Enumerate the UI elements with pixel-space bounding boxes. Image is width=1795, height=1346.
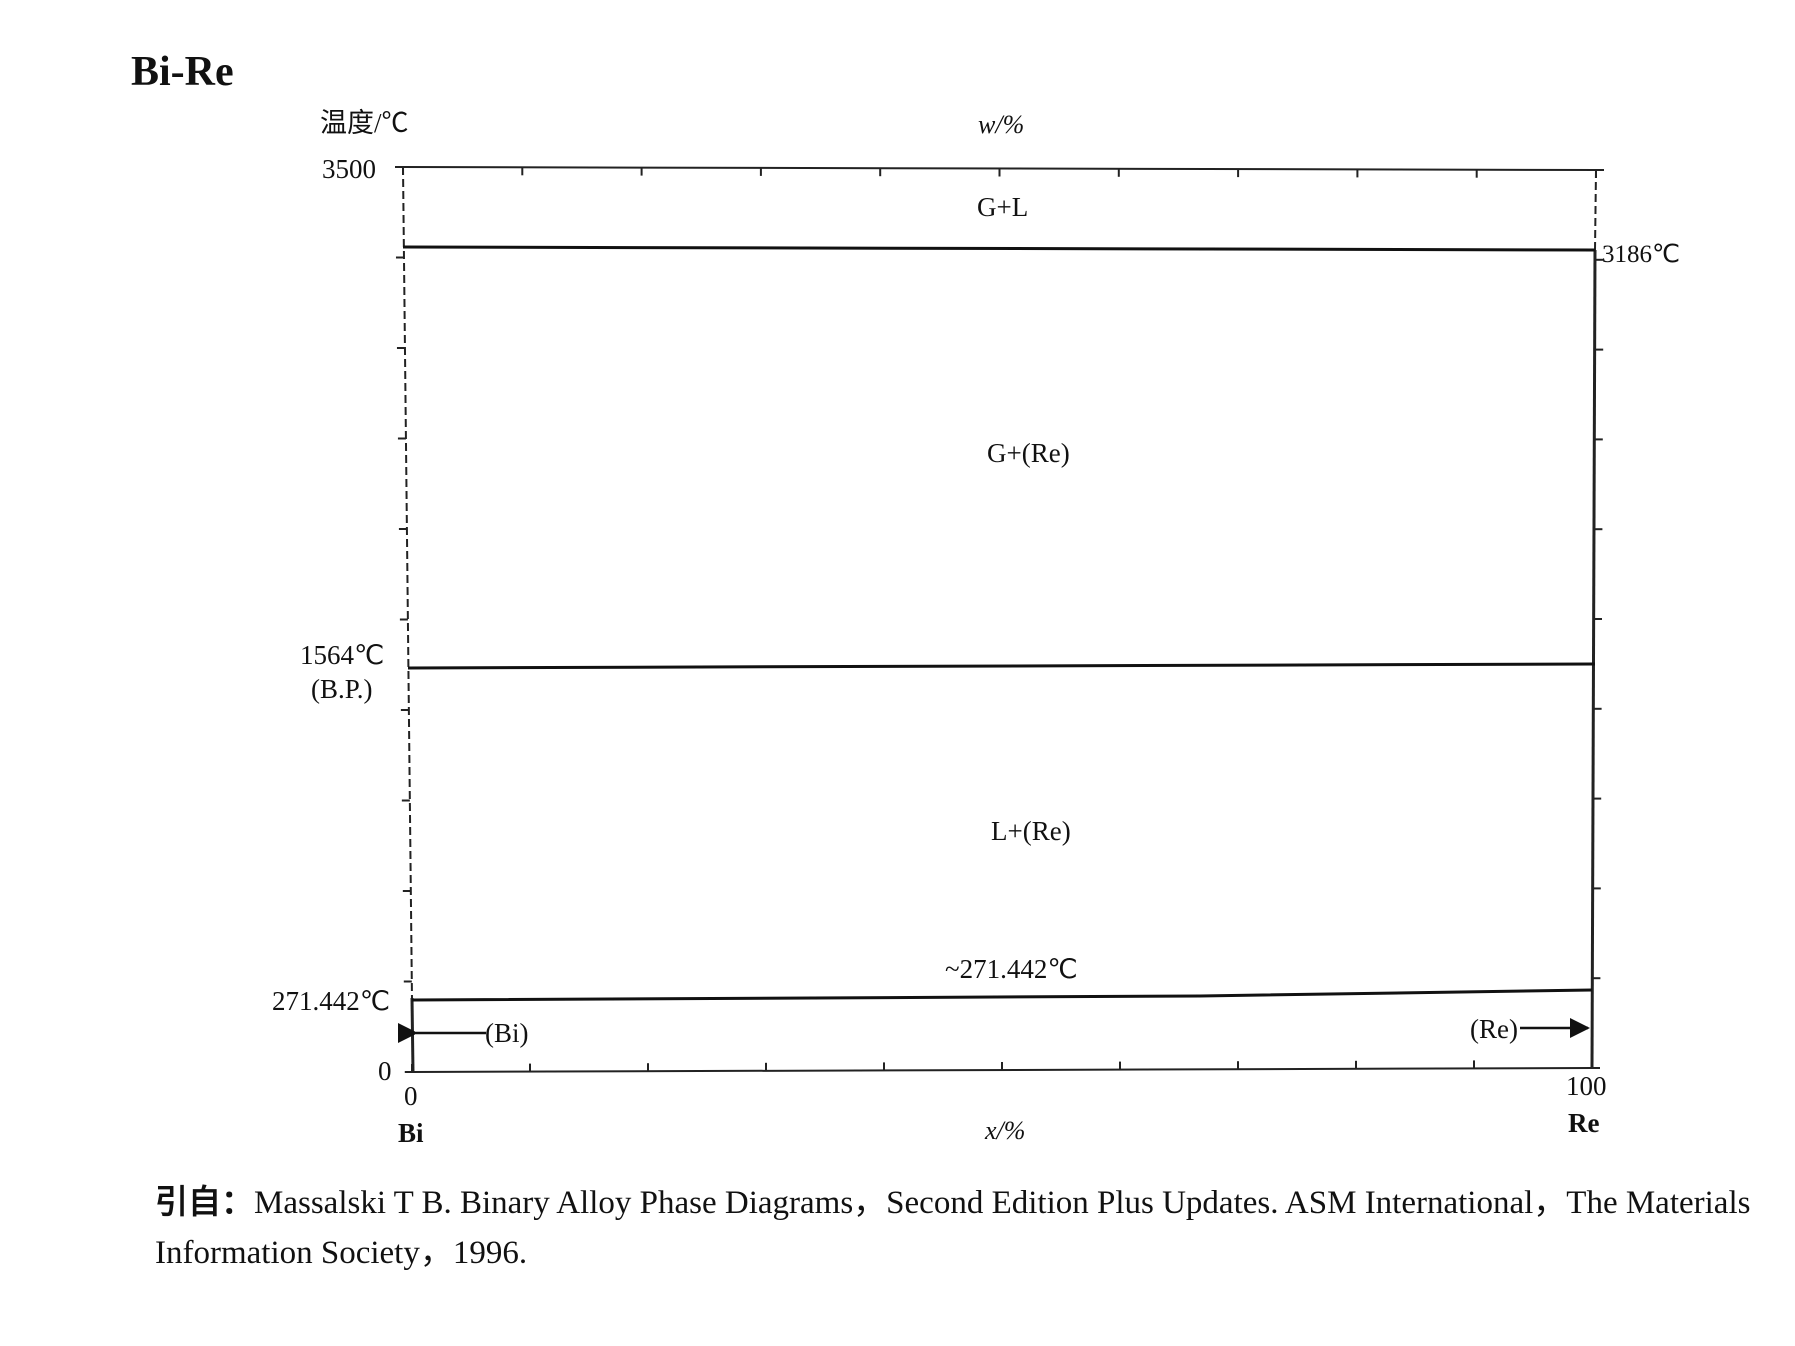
right-axis-solid <box>1590 249 1597 1069</box>
y-axis-label: 温度/℃ <box>320 108 409 138</box>
element-re: Re <box>1568 1108 1599 1138</box>
bi-melting-label: 271.442℃ <box>272 986 390 1016</box>
element-bi: Bi <box>398 1118 424 1148</box>
region-g-l: G+L <box>977 192 1028 222</box>
x-tick-0: 0 <box>404 1081 418 1111</box>
region-l-re: L+(Re) <box>991 816 1071 846</box>
y-tick-3500: 3500 <box>322 154 376 184</box>
reference-citation: 引自：Massalski T B. Binary Alloy Phase Dia… <box>155 1178 1755 1278</box>
eutectic-boundary <box>411 988 1593 1002</box>
right-axis-dashed <box>1594 169 1597 251</box>
y-tick-0: 0 <box>378 1056 392 1086</box>
bi-boiling-temp-label: 1564℃ <box>300 640 384 670</box>
x-tick-100: 100 <box>1566 1071 1607 1101</box>
bi-phase-label: (Bi) <box>485 1018 529 1048</box>
re-phase-label: (Re) <box>1470 1014 1518 1044</box>
gas-liquid-boundary <box>402 245 1596 252</box>
left-axis-dashed <box>402 166 413 1001</box>
left-axis-solid <box>410 997 415 1073</box>
bi-boiling-note-label: (B.P.) <box>311 674 373 704</box>
diagram-title: Bi-Re <box>131 49 234 95</box>
top-axis-label: w/% <box>978 110 1024 139</box>
boiling-point-boundary <box>407 662 1596 670</box>
reference-lead: 引自： <box>155 1185 254 1221</box>
bottom-axis-label: x/% <box>984 1116 1025 1145</box>
eutectic-label: ~271.442℃ <box>945 954 1078 984</box>
reference-text: Massalski T B. Binary Alloy Phase Diagra… <box>155 1185 1751 1271</box>
re-melting-label: 3186℃ <box>1602 241 1680 268</box>
region-g-re: G+(Re) <box>987 438 1070 468</box>
axis-ticks <box>395 166 1604 1073</box>
